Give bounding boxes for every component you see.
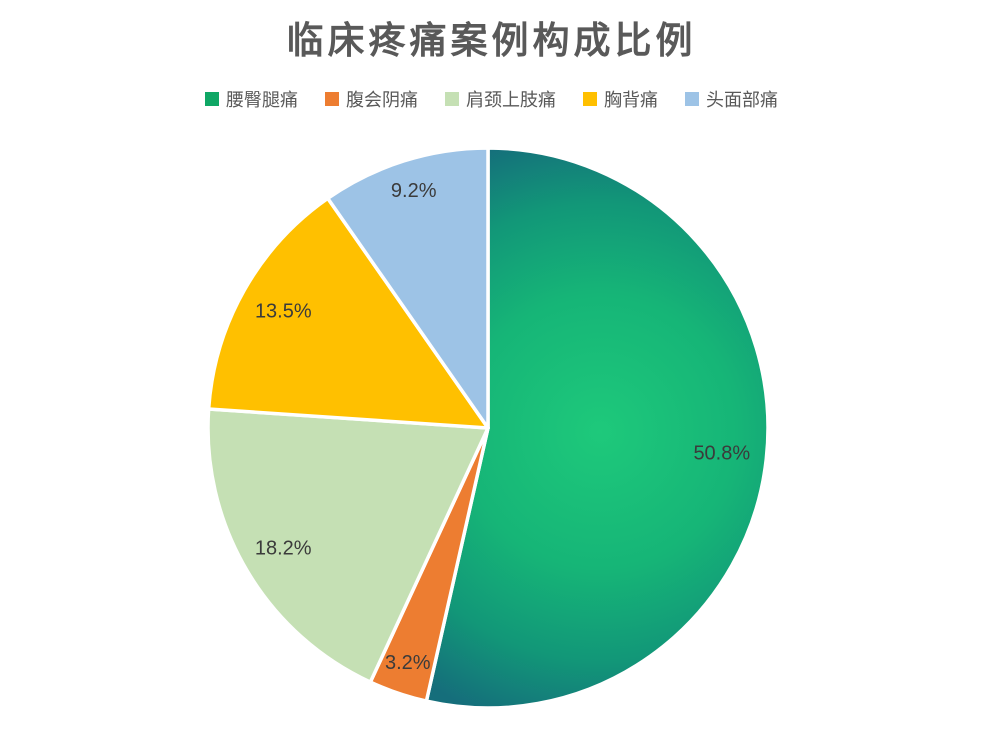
pie-data-label-0: 50.8% (693, 442, 750, 464)
legend-label: 腰臀腿痛 (226, 90, 298, 111)
pie-data-label-1: 3.2% (385, 652, 431, 674)
legend-swatch-icon (685, 92, 699, 106)
legend-item-2: 肩颈上肢痛 (445, 86, 556, 112)
legend-item-3: 胸背痛 (583, 86, 658, 112)
legend-item-1: 腹会阴痛 (325, 86, 418, 112)
legend-swatch-icon (583, 92, 597, 106)
legend-label: 胸背痛 (604, 90, 658, 111)
legend-swatch-icon (445, 92, 459, 106)
legend: 腰臀腿痛 腹会阴痛 肩颈上肢痛 胸背痛 头面部痛 (0, 86, 983, 112)
pie-slice-3 (206, 196, 490, 430)
pie-slice-0 (424, 146, 770, 710)
legend-label: 头面部痛 (706, 90, 778, 111)
pie-slice-2 (206, 407, 490, 684)
pie-data-label-4: 9.2% (391, 180, 437, 202)
pie-data-label-3: 13.5% (255, 300, 312, 322)
pie-data-label-2: 18.2% (255, 538, 312, 560)
legend-label: 肩颈上肢痛 (466, 90, 556, 111)
legend-item-4: 头面部痛 (685, 86, 778, 112)
legend-label: 腹会阴痛 (346, 90, 418, 111)
chart-title: 临床疼痛案例构成比例 (286, 18, 697, 62)
legend-item-0: 腰臀腿痛 (205, 86, 298, 112)
legend-swatch-icon (325, 92, 339, 106)
legend-swatch-icon (205, 92, 219, 106)
pie-slice-4 (326, 146, 490, 430)
